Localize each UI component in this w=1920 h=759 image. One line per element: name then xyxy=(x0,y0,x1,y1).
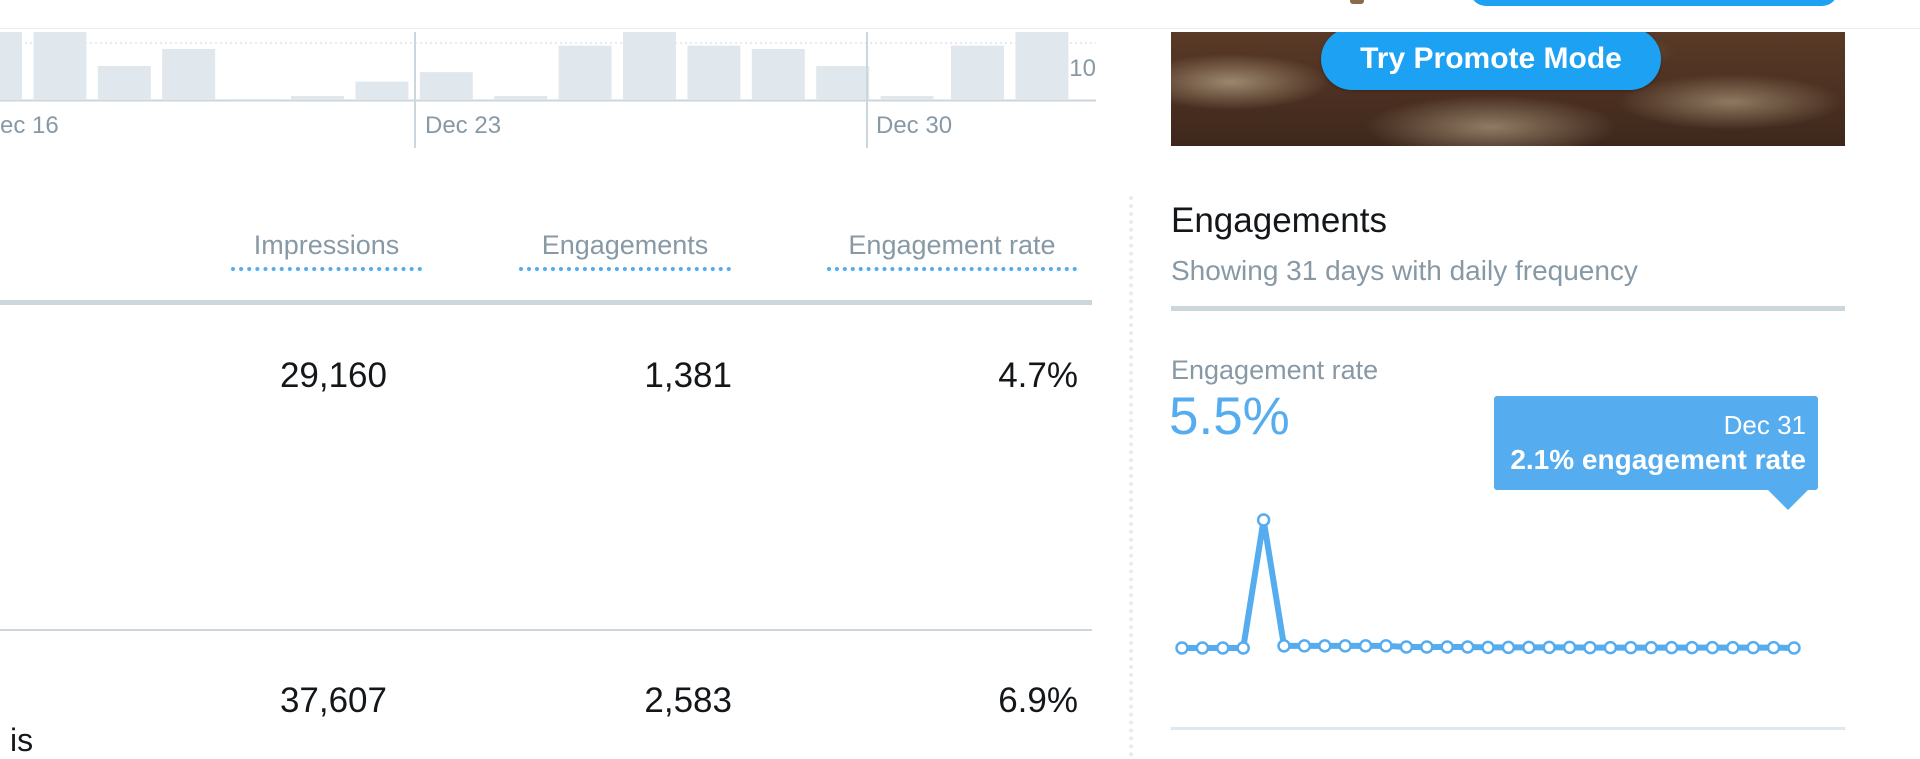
sparkline-point[interactable] xyxy=(1562,640,1577,655)
sparkline-point[interactable] xyxy=(1175,641,1189,655)
sparkline-point[interactable] xyxy=(1420,640,1434,654)
row-2-tweet-text: is xyxy=(10,722,34,758)
sparkline-point[interactable] xyxy=(1664,640,1679,655)
impressions-mini-chart: 10 ec 16 Dec 23 Dec 30 xyxy=(0,32,1096,148)
row-1-engagement-rate: 4.7% xyxy=(998,356,1078,395)
mini-chart-bar[interactable] xyxy=(951,45,1004,100)
engagement-rate-sparkline[interactable] xyxy=(1160,500,1810,670)
sparkline-point[interactable] xyxy=(1216,641,1230,655)
chart-tooltip: Dec 31 2.1% engagement rate xyxy=(1494,396,1818,490)
sparkline-point[interactable] xyxy=(1297,639,1312,653)
sparkline-point[interactable] xyxy=(1277,639,1291,653)
sparkline-point[interactable] xyxy=(1522,640,1536,655)
tooltip-date: Dec 31 xyxy=(1723,410,1806,440)
mini-chart-bar[interactable] xyxy=(623,32,676,100)
table-row-divider xyxy=(0,629,1092,631)
engagement-rate-label: Engagement rate xyxy=(1171,355,1379,385)
sparkline-point[interactable] xyxy=(1705,640,1720,655)
panel-header-divider xyxy=(1171,306,1845,311)
mini-chart-bar[interactable] xyxy=(33,32,87,100)
mini-chart-bar[interactable] xyxy=(494,95,548,100)
x-tick-dec-23: Dec 23 xyxy=(425,112,501,139)
sparkline-point[interactable] xyxy=(1399,640,1414,654)
mini-chart-bar[interactable] xyxy=(355,81,409,100)
sparkline-point[interactable] xyxy=(1440,640,1454,654)
top-action-button[interactable] xyxy=(1470,0,1838,6)
sparkline-point[interactable] xyxy=(1501,640,1516,655)
panel-bottom-divider xyxy=(1171,727,1845,730)
sparkline-point[interactable] xyxy=(1685,640,1699,655)
row-2-engagements: 2,583 xyxy=(644,681,732,720)
row-2-engagement-rate: 6.9% xyxy=(998,681,1078,720)
sparkline-point[interactable] xyxy=(1603,640,1618,655)
engagement-rate-value: 5.5% xyxy=(1169,387,1290,446)
sparkline-point[interactable] xyxy=(1318,639,1332,653)
mini-chart-bar[interactable] xyxy=(558,45,612,100)
panel-title: Engagements xyxy=(1171,201,1387,240)
mini-chart-bar[interactable] xyxy=(419,72,473,100)
column-header-engagement-rate[interactable]: Engagement rate xyxy=(827,230,1077,271)
mini-chart-bar[interactable] xyxy=(816,66,870,100)
sparkline-point[interactable] xyxy=(1787,641,1801,655)
column-header-engagements[interactable]: Engagements xyxy=(519,230,731,271)
table-header-divider xyxy=(0,300,1092,305)
mini-chart-bar[interactable] xyxy=(0,32,22,100)
mini-chart-bar[interactable] xyxy=(97,66,151,100)
x-tick-dec-16: ec 16 xyxy=(0,112,59,139)
sparkline-point[interactable] xyxy=(1644,640,1658,655)
tooltip-pointer xyxy=(1768,490,1808,510)
sparkline-point[interactable] xyxy=(1481,640,1495,655)
sparkline-point[interactable] xyxy=(1583,640,1597,655)
panel-subtitle: Showing 31 days with daily frequency xyxy=(1171,255,1638,286)
sparkline-point[interactable] xyxy=(1379,639,1393,653)
x-tick-dec-30: Dec 30 xyxy=(876,112,952,139)
promote-mode-banner: Try Promote Mode xyxy=(1171,32,1845,146)
mini-chart-bar[interactable] xyxy=(291,95,344,100)
sparkline-point[interactable] xyxy=(1542,640,1556,655)
sparkline-point[interactable] xyxy=(1338,639,1352,653)
column-header-impressions[interactable]: Impressions xyxy=(231,230,422,271)
mini-chart-bar[interactable] xyxy=(162,49,216,100)
mini-chart-bar[interactable] xyxy=(751,49,805,100)
avatar-fragment xyxy=(1350,0,1364,4)
try-promote-mode-button[interactable]: Try Promote Mode xyxy=(1321,32,1661,90)
sparkline-point[interactable] xyxy=(1195,641,1210,655)
y-axis-max-label: 10 xyxy=(1069,55,1096,82)
top-divider xyxy=(0,28,1920,29)
row-1-impressions: 29,160 xyxy=(279,356,387,395)
sparkline-point[interactable] xyxy=(1236,641,1250,655)
column-divider xyxy=(1129,196,1133,757)
sparkline-point[interactable] xyxy=(1256,513,1271,527)
sparkline-series xyxy=(1182,517,1795,651)
row-2-impressions: 37,607 xyxy=(279,681,387,720)
row-1-engagements: 1,381 xyxy=(644,356,732,395)
tooltip-rate: 2.1% engagement rate xyxy=(1510,444,1806,475)
sparkline-point[interactable] xyxy=(1460,640,1475,654)
sparkline-point[interactable] xyxy=(1766,640,1781,655)
mini-chart-bar[interactable] xyxy=(1015,32,1069,100)
mini-chart-bar[interactable] xyxy=(687,45,741,100)
sparkline-point[interactable] xyxy=(1726,640,1740,655)
mini-chart-bar[interactable] xyxy=(226,99,280,100)
sparkline-point[interactable] xyxy=(1624,640,1638,655)
sparkline-point[interactable] xyxy=(1746,640,1760,655)
sparkline-point[interactable] xyxy=(1358,639,1373,653)
mini-chart-bar[interactable] xyxy=(880,95,934,100)
